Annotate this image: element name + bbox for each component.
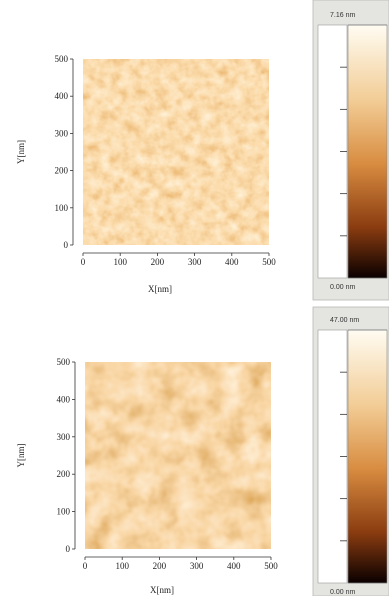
y-tick-label: 0 [64,240,69,250]
x-tick-label: 0 [83,561,88,571]
x-axis-label: X[nm] [150,585,174,595]
x-tick-label: 300 [188,257,202,267]
afm-panel: 0 100 200 300 400 500 0 100 200 300 400 500 X[nm] Y[n… [16,0,389,301]
colorbar [347,24,388,279]
y-tick-label: 500 [57,357,71,367]
y-axis-label: Y[nm] [16,140,26,164]
y-axis-label: Y[nm] [16,444,26,468]
colorbar-label: 47.00 nm [330,317,359,324]
y-tick-label: 300 [55,128,69,138]
y-tick-label: 0 [66,544,71,554]
y-tick-label: 200 [55,166,69,176]
colorbar-label: 0.00 nm [330,589,355,596]
afm-panel: 0 100 200 300 400 500 0 100 200 300 400 500 X[nm] Y[n… [16,306,389,596]
colorbar [347,329,388,584]
y-tick-label: 300 [57,432,71,442]
x-tick-label: 300 [190,561,204,571]
colorbar-label: 0.00 nm [330,284,355,291]
x-tick-label: 0 [81,257,86,267]
x-tick-label: 500 [264,561,278,571]
x-tick-label: 400 [225,257,239,267]
x-tick-label: 400 [227,561,241,571]
x-tick-label: 100 [113,257,127,267]
colorbar-label: 7.16 nm [330,12,355,19]
x-tick-label: 200 [151,257,165,267]
y-tick-label: 500 [55,54,69,64]
y-tick-label: 200 [57,469,71,479]
y-tick-label: 100 [57,507,71,517]
afm-image [83,59,269,245]
y-tick-label: 400 [55,91,69,101]
y-tick-label: 400 [57,394,71,404]
x-tick-label: 100 [115,561,129,571]
afm-image [85,362,271,549]
y-tick-label: 100 [55,203,69,213]
x-axis-label: X[nm] [148,284,172,294]
x-tick-label: 500 [262,257,276,267]
x-tick-label: 200 [153,561,167,571]
